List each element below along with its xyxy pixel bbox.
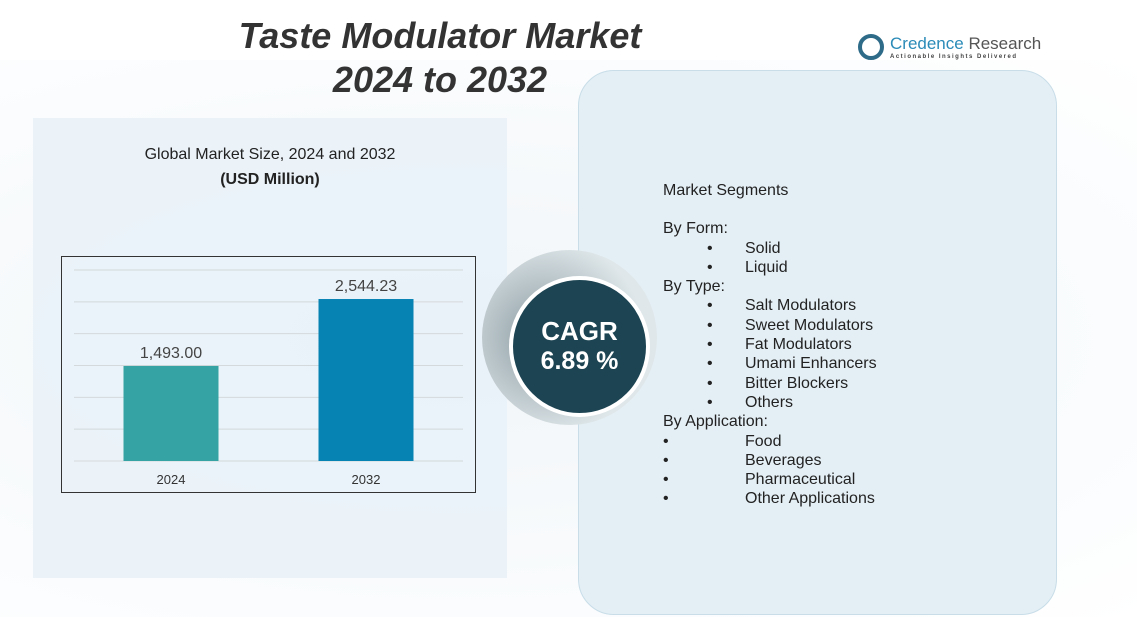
segment-item: • Beverages [663, 451, 877, 470]
bullet-icon: • [707, 316, 713, 334]
segment-item-label: Beverages [745, 451, 822, 469]
segment-group-label: By Type: [663, 278, 725, 296]
data-label: 2,544.23 [335, 278, 397, 295]
segment-item: • Others [663, 393, 877, 412]
bullet-icon: • [663, 451, 669, 469]
cagr-value: 6.89 % [540, 347, 619, 375]
segment-item: • Bitter Blockers [663, 374, 877, 393]
bar-2032 [318, 299, 414, 461]
segment-item: • Sweet Modulators [663, 316, 877, 335]
segment-item-label: Solid [745, 239, 781, 257]
x-tick-label: 2024 [157, 472, 186, 487]
bar-2024 [123, 365, 219, 461]
bullet-icon: • [663, 490, 669, 508]
logo-name: Credence [890, 34, 964, 53]
logo: Credence Research Actionable Insights De… [858, 34, 1041, 60]
bullet-icon: • [707, 258, 713, 276]
data-label: 1,493.00 [140, 345, 202, 362]
segment-item: • Food [663, 432, 877, 451]
title-line-2: 2024 to 2032 [332, 59, 548, 100]
bullet-icon: • [707, 297, 713, 315]
segment-item-label: Pharmaceutical [745, 471, 856, 489]
segment-group-label: By Form: [663, 220, 728, 238]
segment-group-label: By Application: [663, 413, 768, 431]
logo-tagline: Actionable Insights Delivered [890, 54, 1018, 60]
segments-title: Market Segments [663, 182, 789, 199]
bullet-icon: • [707, 374, 713, 392]
segment-item: • Umami Enhancers [663, 354, 877, 373]
cagr-label: CAGR [541, 316, 618, 346]
segment-item: • Solid [663, 239, 877, 258]
chart-subtitle: Global Market Size, 2024 and 2032 [144, 146, 396, 163]
segment-item-label: Fat Modulators [745, 336, 852, 354]
cagr-badge: CAGR 6.89 % [509, 276, 650, 417]
segment-item-label: Food [745, 432, 782, 450]
segment-item: • Salt Modulators [663, 296, 877, 315]
bullet-icon: • [707, 393, 713, 411]
segments-panel [578, 70, 1057, 615]
segment-item-label: Others [745, 393, 794, 411]
logo-icon [858, 34, 884, 60]
segment-item: • Liquid [663, 258, 877, 277]
segment-item: • Fat Modulators [663, 335, 877, 354]
bar-chart: 1,493.00 2024 2,544.23 2032 [61, 256, 476, 493]
segment-item: • Pharmaceutical [663, 470, 877, 489]
market-segments: Market Segments By Form: • Solid • Liquid By … [663, 181, 877, 509]
segment-item-label: Sweet Modulators [745, 316, 874, 334]
chart-svg: 1,493.00 2024 2,544.23 2032 [74, 269, 463, 487]
segment-item-label: Other Applications [745, 490, 875, 508]
bullet-icon: • [707, 336, 713, 354]
bullet-icon: • [663, 432, 669, 450]
chart-panel [33, 118, 507, 578]
chart-unit: (USD Million) [220, 171, 320, 188]
x-tick-label: 2032 [352, 472, 381, 487]
segment-item-label: Liquid [745, 258, 788, 276]
bullet-icon: • [707, 355, 713, 373]
bullet-icon: • [663, 471, 669, 489]
logo-name-2: Research [963, 34, 1042, 53]
bullet-icon: • [707, 239, 713, 257]
page-title: Taste Modulator Market 2024 to 2032 [180, 14, 700, 102]
segment-item: • Other Applications [663, 489, 877, 508]
segment-item-label: Bitter Blockers [745, 374, 849, 392]
segment-item-label: Umami Enhancers [745, 355, 877, 373]
title-line-1: Taste Modulator Market [238, 15, 642, 56]
segment-item-label: Salt Modulators [745, 297, 857, 315]
